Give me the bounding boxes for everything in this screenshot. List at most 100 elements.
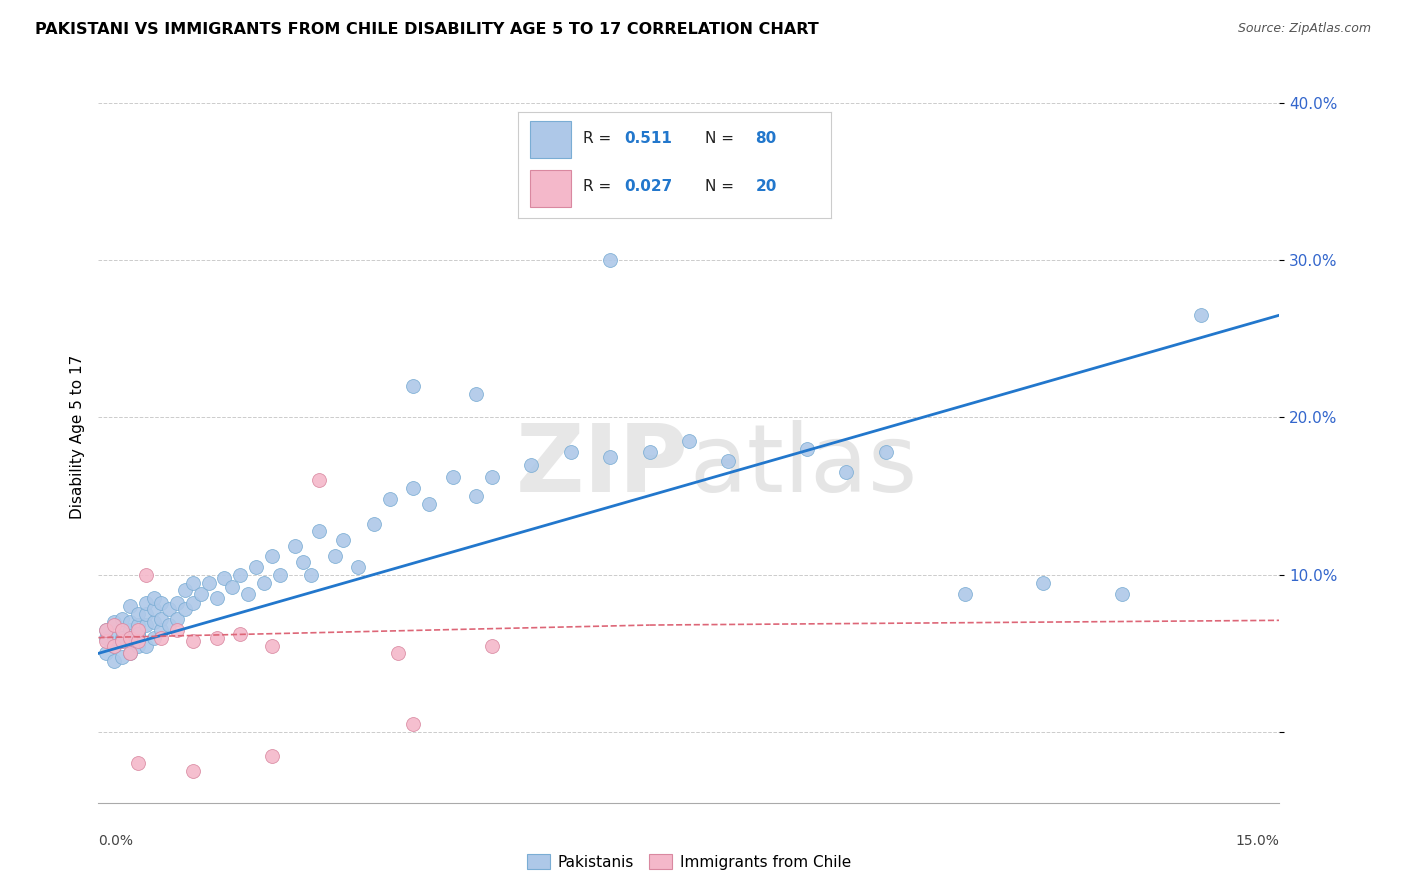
Point — [127, 607, 149, 621]
Point — [135, 607, 157, 621]
Point — [118, 646, 141, 660]
Point — [150, 631, 173, 645]
Point — [103, 615, 125, 629]
Text: atlas: atlas — [689, 420, 917, 512]
Point — [292, 555, 315, 569]
Point — [363, 517, 385, 532]
Point — [205, 591, 228, 606]
Point — [678, 434, 700, 448]
Point — [127, 627, 149, 641]
Point — [181, 764, 204, 779]
Point — [308, 473, 330, 487]
Point — [111, 631, 134, 645]
Point — [111, 649, 134, 664]
Point — [1189, 308, 1212, 322]
Point — [560, 445, 582, 459]
Point — [260, 748, 283, 763]
Point — [103, 639, 125, 653]
Point — [323, 549, 346, 563]
Point — [308, 524, 330, 538]
Point — [150, 596, 173, 610]
Point — [638, 445, 661, 459]
Point — [96, 631, 118, 645]
Point — [418, 497, 440, 511]
Point — [118, 646, 141, 660]
Point — [150, 612, 173, 626]
Point — [402, 481, 425, 495]
Point — [111, 633, 134, 648]
Point — [465, 489, 488, 503]
Point — [236, 586, 259, 600]
Point — [269, 567, 291, 582]
Point — [142, 602, 165, 616]
Point — [717, 454, 740, 468]
Point — [402, 379, 425, 393]
Point — [166, 623, 188, 637]
Point — [142, 615, 165, 629]
Point — [402, 717, 425, 731]
Point — [142, 631, 165, 645]
Text: 15.0%: 15.0% — [1236, 834, 1279, 848]
Point — [111, 633, 134, 648]
Point — [229, 567, 252, 582]
Point — [96, 623, 118, 637]
Point — [103, 618, 125, 632]
Point — [221, 580, 243, 594]
Legend: Pakistanis, Immigrants from Chile: Pakistanis, Immigrants from Chile — [520, 847, 858, 876]
Point — [103, 631, 125, 645]
Point — [103, 654, 125, 668]
Point — [197, 575, 219, 590]
Point — [135, 639, 157, 653]
Point — [157, 618, 180, 632]
Point — [111, 612, 134, 626]
Point — [205, 631, 228, 645]
Point — [135, 567, 157, 582]
Point — [127, 618, 149, 632]
Point — [481, 639, 503, 653]
Point — [520, 458, 543, 472]
Text: ZIP: ZIP — [516, 420, 689, 512]
Point — [1032, 575, 1054, 590]
Point — [599, 450, 621, 464]
Text: 0.0%: 0.0% — [98, 834, 134, 848]
Point — [118, 623, 141, 637]
Point — [157, 602, 180, 616]
Point — [166, 596, 188, 610]
Point — [441, 470, 464, 484]
Point — [245, 559, 267, 574]
Point — [118, 633, 141, 648]
Point — [284, 540, 307, 554]
Point — [1111, 586, 1133, 600]
Point — [150, 623, 173, 637]
Point — [174, 583, 197, 598]
Point — [835, 466, 858, 480]
Point — [127, 633, 149, 648]
Text: PAKISTANI VS IMMIGRANTS FROM CHILE DISABILITY AGE 5 TO 17 CORRELATION CHART: PAKISTANI VS IMMIGRANTS FROM CHILE DISAB… — [35, 22, 818, 37]
Point — [875, 445, 897, 459]
Point — [166, 612, 188, 626]
Point — [260, 639, 283, 653]
Point — [560, 182, 582, 196]
Point — [599, 253, 621, 268]
Point — [127, 627, 149, 641]
Point — [135, 618, 157, 632]
Point — [181, 596, 204, 610]
Point — [127, 639, 149, 653]
Point — [118, 615, 141, 629]
Point — [190, 586, 212, 600]
Point — [481, 470, 503, 484]
Point — [135, 596, 157, 610]
Text: Source: ZipAtlas.com: Source: ZipAtlas.com — [1237, 22, 1371, 36]
Point — [111, 623, 134, 637]
Point — [214, 571, 236, 585]
Point — [378, 492, 401, 507]
Point — [118, 631, 141, 645]
Point — [253, 575, 276, 590]
Point — [96, 623, 118, 637]
Point — [465, 387, 488, 401]
Point — [299, 567, 322, 582]
Point — [332, 533, 354, 548]
Point — [387, 646, 409, 660]
Point — [96, 646, 118, 660]
Point — [953, 586, 976, 600]
